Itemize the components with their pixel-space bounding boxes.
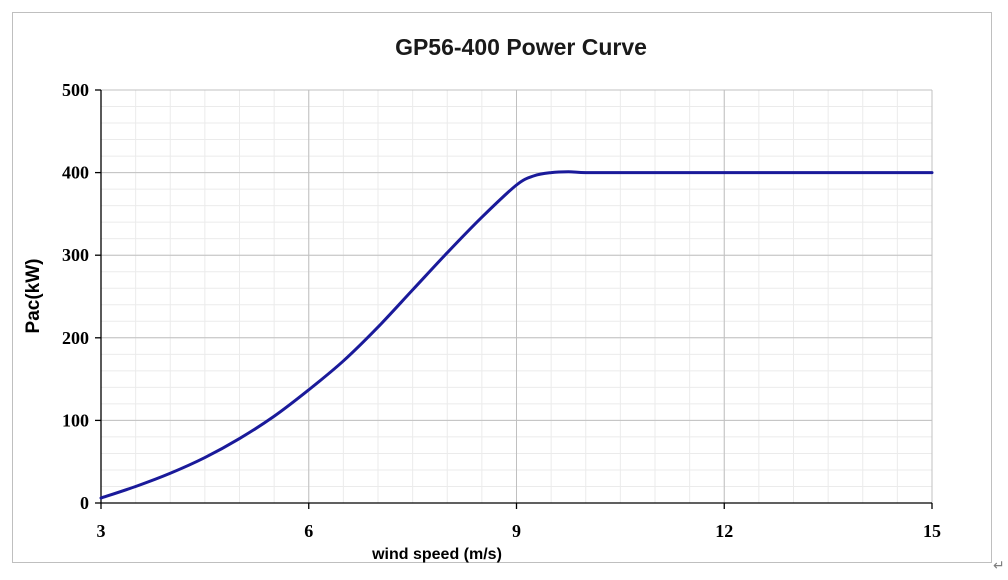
y-tick-label: 200 bbox=[62, 328, 89, 348]
x-tick-label: 6 bbox=[304, 521, 313, 541]
y-axis-title: Pac(kW) bbox=[23, 259, 44, 334]
x-axis-ticks: 3 6 9 12 15 bbox=[97, 503, 941, 541]
y-tick-label: 100 bbox=[62, 410, 89, 430]
y-tick-label: 500 bbox=[62, 80, 89, 100]
y-axis-ticks: 0 100 200 300 400 500 bbox=[62, 80, 101, 513]
x-axis-title: wind speed (m/s) bbox=[371, 546, 502, 563]
x-tick-label: 9 bbox=[512, 521, 521, 541]
x-tick-label: 3 bbox=[97, 521, 106, 541]
y-tick-label: 0 bbox=[80, 493, 89, 513]
major-grid bbox=[100, 89, 933, 504]
x-tick-label: 15 bbox=[923, 521, 941, 541]
series-group bbox=[99, 170, 934, 500]
x-tick-label: 12 bbox=[715, 521, 733, 541]
y-tick-label: 300 bbox=[62, 245, 89, 265]
y-tick-label: 400 bbox=[62, 163, 89, 183]
paragraph-return-mark: ↵ bbox=[993, 558, 1005, 574]
power-curve-line bbox=[99, 170, 934, 500]
chart-title: GP56-400 Power Curve bbox=[395, 34, 647, 60]
